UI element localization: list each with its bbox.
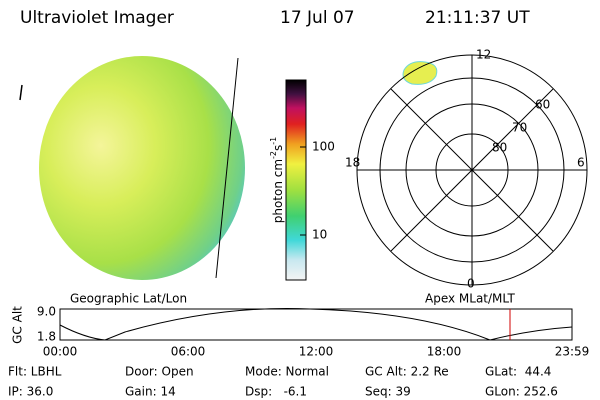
timeline-y-tick: 9.0 [37, 305, 56, 319]
mlat-label: 60 [535, 98, 550, 112]
timeline-y-tick: 1.8 [37, 330, 56, 344]
mlt-label: 12 [476, 48, 491, 62]
timeline-x-tick: 18:00 [427, 345, 462, 359]
status-field: Mode: Normal [245, 365, 329, 379]
timeline-x-tick: 12:00 [299, 345, 334, 359]
title: Ultraviolet Imager [20, 8, 174, 28]
status-field: GC Alt: 2.2 Re [365, 365, 449, 379]
colorbar-tick-label: 10 [312, 228, 327, 242]
colorbar-label: photon cm-2s-1 [269, 137, 285, 224]
colorbar [285, 79, 307, 281]
status-field: Flt: LBHL [8, 365, 62, 379]
timeline-y-label: GC Alt [11, 306, 25, 344]
status-field: Dsp: -6.1 [245, 385, 307, 399]
status-field: IP: 36.0 [8, 385, 53, 399]
mlt-label: 6 [577, 156, 585, 170]
status-field: GLat: 44.4 [485, 365, 551, 379]
timeline-frame [59, 308, 573, 341]
mlat-label: 70 [512, 121, 527, 135]
mlt-label: 18 [345, 156, 360, 170]
timeline-x-tick: 06:00 [171, 345, 206, 359]
polar-plot [356, 54, 588, 286]
polar-caption: Apex MLat/MLT [425, 292, 515, 306]
timeline-x-tick: 00:00 [43, 345, 78, 359]
mlt-label: 0 [467, 277, 475, 291]
globe-image [19, 56, 245, 280]
time: 21:11:37 UT [425, 8, 530, 28]
date: 17 Jul 07 [280, 8, 355, 28]
status-field: Gain: 14 [125, 385, 176, 399]
status-panel: Flt: LBHL Door: Open Mode: Normal GC Alt: 2… [8, 365, 558, 399]
left-caption: Geographic Lat/Lon [70, 292, 187, 306]
colorbar-tick-label: 100 [312, 140, 335, 154]
altitude-curve [59, 307, 573, 341]
status-field: Seq: 39 [365, 385, 411, 399]
status-field: Door: Open [125, 365, 194, 379]
mlat-label: 80 [492, 141, 507, 155]
timeline-x-tick: 23:59 [555, 345, 590, 359]
status-field: GLon: 252.6 [485, 385, 558, 399]
